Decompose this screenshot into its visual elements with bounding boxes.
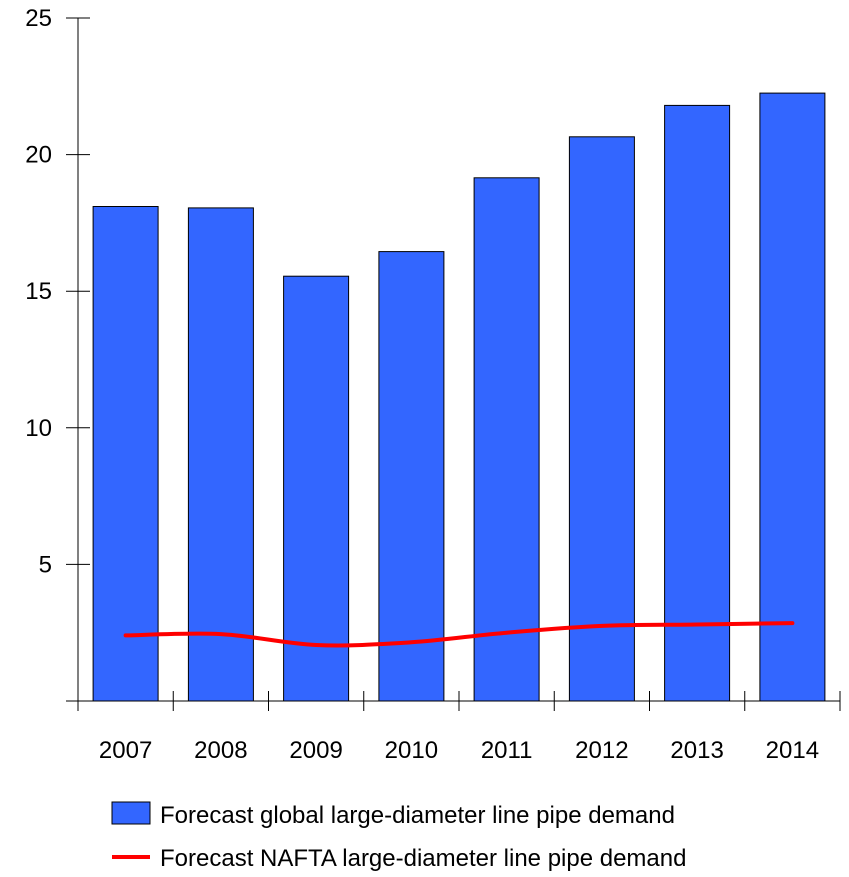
bar-2008 [188,208,253,701]
x-tick-label-2007: 2007 [99,737,152,764]
bar-2014 [760,93,825,701]
plot-area: 5 10 15 20 25 2007 2008 2009 2010 2011 2012 2013 201… [25,5,840,764]
bar-2011 [474,178,539,701]
y-tick-label-20: 20 [25,142,52,169]
bar-2012 [569,137,634,701]
y-tick-label-10: 10 [25,415,52,442]
bar-2009 [284,276,349,701]
y-tick-label-5: 5 [39,551,52,578]
x-tick-label-2008: 2008 [194,737,247,764]
bar-2013 [665,105,730,701]
legend-label-global: Forecast global large-diameter line pipe… [160,802,675,829]
x-tick-label-2010: 2010 [385,737,438,764]
y-tick-label-25: 25 [25,5,52,32]
legend-label-nafta: Forecast NAFTA large-diameter line pipe … [160,845,686,872]
bar-2007 [93,207,158,702]
x-tick-label-2013: 2013 [670,737,723,764]
x-tick-label-2014: 2014 [766,737,819,764]
x-tick-label-2009: 2009 [289,737,342,764]
bar-2010 [379,252,444,701]
x-tick-label-2011: 2011 [481,737,533,764]
legend: Forecast global large-diameter line pipe… [112,802,686,872]
x-tick-label-2012: 2012 [575,737,628,764]
y-tick-label-15: 15 [25,278,52,305]
legend-swatch-global [112,802,150,824]
